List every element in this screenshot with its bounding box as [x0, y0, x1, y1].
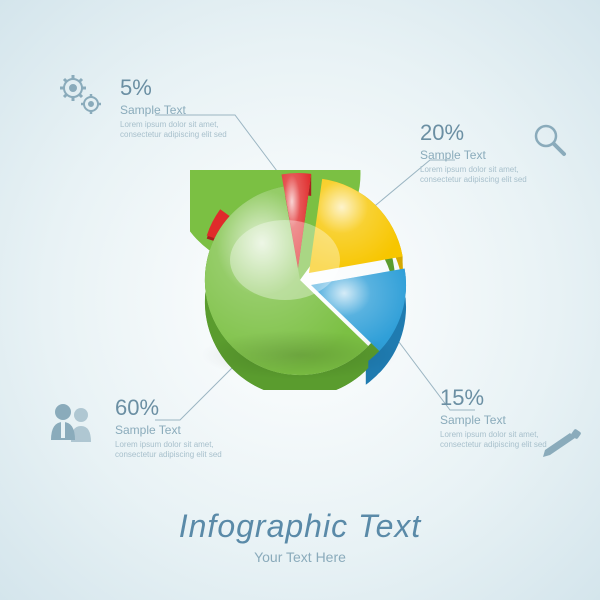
lorem-text: Lorem ipsum dolor sit amet, consectetur …	[120, 120, 240, 141]
sample-label: Sample Text	[120, 103, 240, 117]
lorem-text: Lorem ipsum dolor sit amet, consectetur …	[115, 440, 235, 461]
pen-icon	[540, 425, 585, 465]
callout-60pct: 60% Sample Text Lorem ipsum dolor sit am…	[115, 395, 235, 461]
callout-20pct: 20% Sample Text Lorem ipsum dolor sit am…	[420, 120, 540, 186]
gears-icon	[55, 70, 105, 125]
sample-label: Sample Text	[115, 423, 235, 437]
pct-label: 15%	[440, 385, 560, 411]
lorem-text: Lorem ipsum dolor sit amet, consectetur …	[420, 165, 540, 186]
pct-label: 5%	[120, 75, 240, 101]
people-icon	[45, 400, 100, 455]
callout-5pct: 5% Sample Text Lorem ipsum dolor sit ame…	[120, 75, 240, 141]
pie-chart	[190, 170, 410, 390]
pct-label: 20%	[420, 120, 540, 146]
page-subtitle: Your Text Here	[0, 549, 600, 565]
magnifier-icon	[530, 120, 570, 165]
sample-label: Sample Text	[420, 148, 540, 162]
title-block: Infographic Text Your Text Here	[0, 508, 600, 565]
pct-label: 60%	[115, 395, 235, 421]
page-title: Infographic Text	[0, 508, 600, 545]
